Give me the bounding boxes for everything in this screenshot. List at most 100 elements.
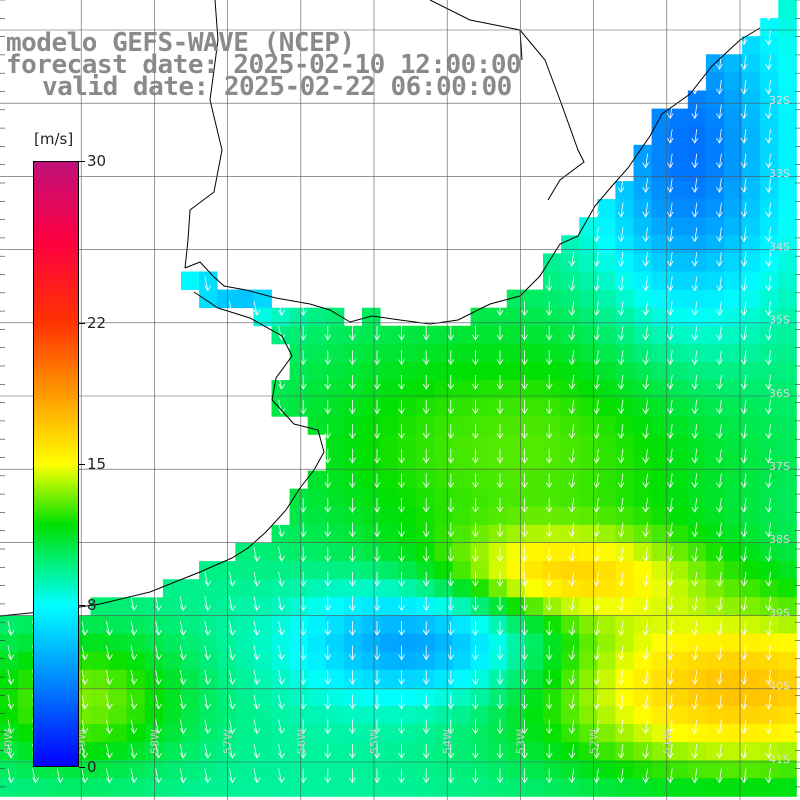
wind-speed-cell xyxy=(343,651,363,671)
wind-speed-cell xyxy=(760,380,779,399)
wind-speed-cell xyxy=(705,108,725,128)
wind-speed-cell xyxy=(633,651,652,671)
wind-speed-cell xyxy=(705,669,725,689)
wind-speed-cell xyxy=(561,362,580,381)
wind-speed-cell xyxy=(724,144,743,164)
wind-speed-cell xyxy=(434,543,453,562)
wind-speed-cell xyxy=(633,144,652,164)
wind-arrow xyxy=(349,325,356,341)
wind-arrow xyxy=(7,719,15,735)
wind-arrow xyxy=(521,694,528,710)
wind-arrow xyxy=(716,374,723,390)
wind-speed-cell xyxy=(651,235,671,254)
wind-arrow xyxy=(349,498,356,513)
wind-speed-cell xyxy=(90,687,109,707)
wind-speed-cell xyxy=(470,307,490,327)
wind-speed-cell xyxy=(579,325,598,345)
wind-speed-cell xyxy=(162,724,182,743)
colorbar-tick-label: 22 xyxy=(87,313,107,332)
wind-speed-cell xyxy=(398,325,417,345)
wind-speed-cell xyxy=(325,579,345,598)
wind-speed-cell xyxy=(524,289,544,309)
wind-speed-cell xyxy=(162,687,182,707)
wind-speed-cell xyxy=(416,760,435,779)
wind-speed-cell xyxy=(235,597,254,616)
wind-speed-cell xyxy=(597,470,616,490)
wind-speed-cell xyxy=(687,506,707,526)
wind-arrow xyxy=(568,497,576,513)
wind-arrow xyxy=(253,547,261,562)
wind-arrow xyxy=(593,768,600,784)
wind-arrow xyxy=(593,497,600,513)
wind-speed-cell xyxy=(199,687,218,707)
colorbar-tick-label: 8 xyxy=(87,596,97,615)
wind-speed-cell xyxy=(90,615,109,634)
wind-speed-cell xyxy=(760,488,779,508)
title-valid-date: valid date: 2025-02-22 06:00:00 xyxy=(42,72,512,102)
wind-speed-cell xyxy=(416,362,435,381)
wind-speed-cell xyxy=(778,253,797,272)
wind-arrow xyxy=(642,448,649,464)
wind-arrow xyxy=(740,743,748,759)
wind-arrow xyxy=(642,620,649,636)
wind-speed-cell xyxy=(325,724,345,743)
wind-speed-cell xyxy=(597,307,616,327)
wind-arrow xyxy=(422,719,430,735)
wind-speed-cell xyxy=(181,597,200,616)
wind-speed-cell xyxy=(742,307,761,327)
wind-speed-cell xyxy=(651,760,671,779)
wind-speed-cell xyxy=(271,615,290,634)
wind-speed-cell xyxy=(705,687,725,707)
wind-arrow xyxy=(568,670,576,685)
wind-speed-cell xyxy=(687,126,707,146)
wind-arrow xyxy=(496,768,504,784)
wind-speed-cell xyxy=(343,506,363,526)
wind-speed-cell xyxy=(199,760,218,779)
wind-speed-cell xyxy=(778,343,797,363)
wind-arrow xyxy=(447,498,455,513)
wind-speed-cell xyxy=(108,705,128,725)
wind-speed-cell xyxy=(760,36,779,55)
wind-arrow xyxy=(278,571,285,587)
wind-arrow xyxy=(740,399,748,415)
wind-speed-cell xyxy=(144,651,164,671)
wind-speed-cell xyxy=(687,470,707,490)
wind-speed-cell xyxy=(724,325,743,345)
wind-speed-cell xyxy=(687,705,707,725)
wind-arrow xyxy=(521,645,528,661)
wind-speed-cell xyxy=(705,307,725,327)
wind-arrow xyxy=(373,424,381,439)
wind-speed-cell xyxy=(561,742,580,761)
wind-arrow xyxy=(691,571,699,587)
wind-arrow xyxy=(521,621,528,636)
wind-speed-cell xyxy=(687,651,707,671)
wind-speed-cell xyxy=(506,633,526,652)
wind-speed-cell xyxy=(235,687,254,707)
wind-arrow xyxy=(398,621,405,636)
wind-speed-cell xyxy=(362,651,381,671)
wind-speed-cell xyxy=(506,325,526,345)
wind-arrow xyxy=(130,719,138,735)
wind-speed-cell xyxy=(742,108,761,128)
wind-arrow xyxy=(398,768,405,784)
wind-speed-cell xyxy=(651,651,671,671)
wind-speed-cell xyxy=(760,705,779,725)
wind-speed-cell xyxy=(325,687,345,707)
wind-arrow xyxy=(373,694,381,710)
wind-arrow xyxy=(765,202,772,218)
wind-arrow xyxy=(568,645,576,661)
wind-speed-cell xyxy=(579,235,598,254)
wind-speed-cell xyxy=(18,778,37,797)
wind-speed-cell xyxy=(742,325,761,345)
wind-speed-cell xyxy=(597,362,616,381)
wind-arrow xyxy=(349,571,356,587)
wind-arrow xyxy=(545,375,553,390)
wind-speed-cell xyxy=(651,162,671,182)
wind-speed-cell xyxy=(126,760,146,779)
wind-speed-cell xyxy=(651,217,671,236)
wind-arrow xyxy=(496,719,504,735)
wind-speed-cell xyxy=(651,307,671,327)
wind-speed-cell xyxy=(488,669,508,689)
wind-speed-cell xyxy=(126,669,146,689)
